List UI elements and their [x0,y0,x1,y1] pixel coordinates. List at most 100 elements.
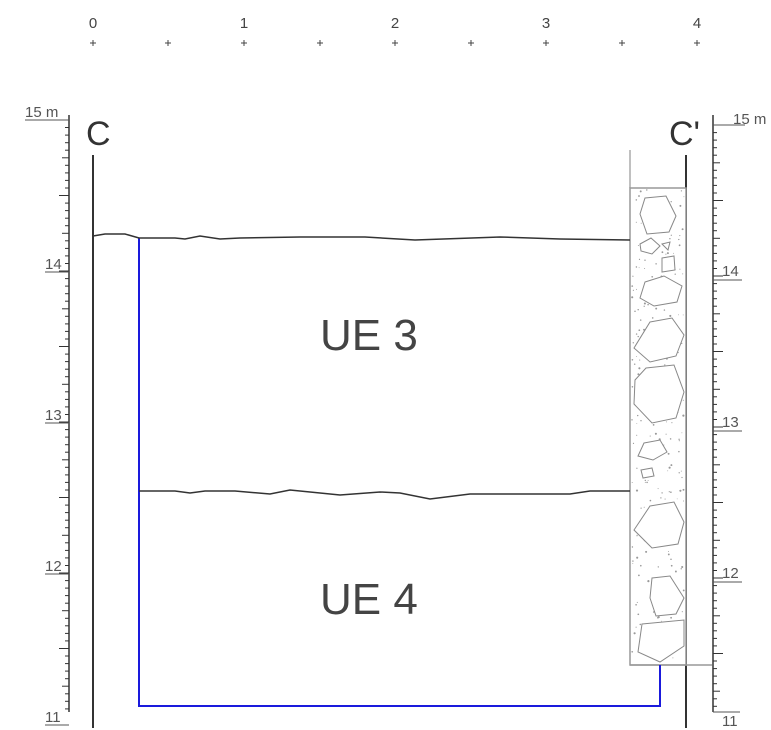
wall-speckle [658,616,660,618]
top-scale-label: 0 [89,15,97,32]
wall-speckle [655,433,657,435]
wall-speckle [681,568,682,569]
wall-speckle [661,492,662,493]
wall-speckle [631,419,632,420]
left-scale-label: 11 [45,709,61,726]
wall-speckle [682,273,683,274]
wall-speckle [632,563,633,564]
wall-speckle [683,314,684,315]
wall-speckle [671,422,672,423]
top-scale-label: 2 [391,15,399,32]
wall-speckle [670,438,672,440]
wall-speckle [665,499,666,500]
wall-speckle [675,571,677,573]
wall-speckle [683,500,684,501]
wall-speckle [679,269,680,270]
wall-speckle [636,333,637,334]
wall-speckle [683,589,685,591]
wall-speckle [669,238,670,239]
wall-speckle [636,289,637,290]
wall-speckle [662,251,664,253]
wall-speckle [638,245,639,246]
right-elevation-scale: 15 m 14 13 12 11 [713,111,766,730]
wall-speckle [636,266,637,267]
wall-speckle [678,239,679,240]
wall-speckle [679,235,680,236]
wall-speckle [650,436,651,437]
section-label-left: C [86,115,111,153]
wall-speckle [632,560,633,561]
wall-speckle [647,304,649,306]
wall-speckle [647,580,649,582]
wall-speckle [679,440,680,441]
wall-speckle [637,415,638,416]
wall-speckle [636,199,638,201]
wall-speckle [668,453,670,455]
wall-speckle [682,415,684,417]
wall-speckle [637,602,638,603]
wall-speckle [673,253,674,254]
wall-speckle [633,443,634,444]
wall-speckle [672,657,673,658]
wall-speckle [639,624,641,626]
wall-speckle [681,190,682,191]
right-scale-label: 12 [722,565,739,582]
wall-speckle [637,613,639,615]
left-scale-label: 13 [45,407,62,424]
wall-speckle [665,254,666,255]
wall-speckle [661,621,662,622]
masonry-wall [630,150,712,665]
wall-speckle [681,432,682,433]
wall-speckle [635,604,637,606]
wall-speckle [636,356,637,357]
wall-speckle [683,489,685,491]
wall-speckle [639,259,640,260]
wall-speckle [636,557,638,559]
wall-speckle [681,471,682,472]
wall-speckle [638,367,640,369]
left-scale-label: 12 [45,558,62,575]
wall-speckle [636,222,637,223]
wall-speckle [675,274,676,275]
wall-speckle [640,319,641,320]
wall-speckle [648,480,649,481]
wall-speckle [668,553,670,555]
wall-speckle [669,491,670,492]
wall-speckle [646,189,647,190]
wall-speckle [670,491,672,493]
wall-speckle [632,386,634,388]
unit-label-ue4: UE 4 [320,575,418,624]
wall-speckle [681,477,682,478]
right-scale-label: 11 [722,713,738,730]
wall-speckle [652,317,654,319]
wall-speckle [653,424,655,426]
wall-speckle [683,400,684,401]
top-scale-label: 4 [693,15,701,32]
wall-speckle [646,482,648,484]
right-scale-label: 13 [722,414,739,431]
left-scale-label: 14 [45,256,62,273]
wall-speckle [638,329,640,331]
wall-speckle [679,472,680,473]
left-scale-top-label: 15 m [25,104,58,121]
wall-speckle [633,342,634,343]
wall-speckle [637,309,638,310]
wall-speckle [638,336,639,337]
wall-speckle [669,315,671,317]
excavation-outline [139,238,660,706]
wall-speckle [678,451,680,453]
wall-speckle [631,651,633,653]
wall-speckle [670,617,672,619]
wall-speckle [677,498,678,499]
wall-speckle [658,566,659,567]
wall-speckle [664,364,665,365]
wall-speckle [667,252,669,254]
wall-speckle [644,259,645,260]
wall-speckle [679,205,681,207]
wall-speckle [678,439,679,440]
wall-speckle [636,468,637,469]
wall-speckle [636,490,638,492]
wall-speckle [658,488,659,489]
wall-speckle [645,551,647,553]
top-scale-label: 1 [240,15,248,32]
